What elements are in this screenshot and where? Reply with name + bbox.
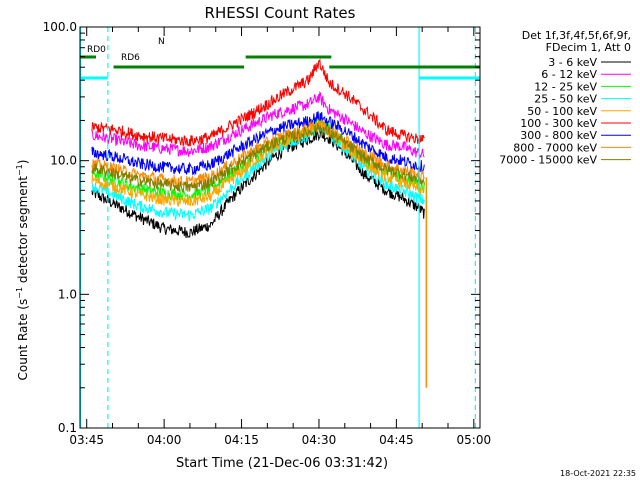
series-line: [91, 119, 425, 207]
legend-label: 300 - 800 keV: [520, 129, 597, 142]
y-label-sup: −1: [15, 164, 24, 176]
x-tick-label: 05:00: [457, 433, 492, 447]
x-axis-label: Start Time (21-Dec-06 03:31:42): [176, 456, 388, 471]
series-line: [91, 122, 425, 194]
legend-label: 7000 - 15000 keV: [499, 154, 597, 167]
plot-frame: [79, 26, 481, 429]
y-axis: 100.0 10.0 1.0 0.1: [43, 20, 480, 435]
series-line: [91, 121, 425, 222]
y-label-part: detector segment: [16, 176, 30, 287]
y-axis-label: Count Rate (s−1 detector segment−1): [15, 160, 30, 381]
legend-label: 100 - 300 keV: [520, 117, 597, 130]
series-line: [91, 90, 425, 159]
plot-area: N RD0 RD6: [79, 26, 481, 429]
y-label-sup: −1: [15, 287, 24, 299]
flag-label: RD6: [121, 53, 140, 63]
y-tick-label: 1.0: [58, 287, 77, 301]
x-axis: 03:45 04:00 04:15 04:30 04:45 05:00: [69, 27, 491, 447]
y-label-part: Count Rate (s: [16, 299, 30, 381]
x-tick-label: 04:45: [379, 433, 414, 447]
legend-label: 6 - 12 keV: [541, 68, 597, 81]
y-label-part: ): [16, 160, 30, 165]
y-tick-label: 10.0: [50, 154, 77, 168]
x-tick-label: 03:45: [69, 433, 104, 447]
flag-bar: [80, 55, 96, 59]
legend: Det 1f,3f,4f,5f,6f,9f,FDecim 1, Att 0 3 -…: [499, 29, 631, 167]
x-tick-label: 04:00: [147, 433, 182, 447]
flag-bar: [80, 76, 108, 80]
flag-bar: [245, 55, 332, 59]
chart-title: RHESSI Count Rates: [205, 4, 356, 22]
flag-bar: [419, 76, 480, 80]
x-tick-label: 04:15: [224, 433, 259, 447]
flag-label: RD0: [87, 45, 106, 55]
legend-label: 25 - 50 keV: [534, 93, 597, 106]
y-tick-label: 100.0: [43, 20, 77, 34]
flag-label: N: [158, 37, 165, 47]
legend-label: 3 - 6 keV: [548, 56, 597, 69]
footer-timestamp: 18-Oct-2021 22:35: [560, 469, 636, 478]
legend-label: 50 - 100 keV: [527, 105, 597, 118]
series-line: [91, 111, 425, 176]
flag-bar: [329, 65, 480, 69]
y-tick-label: 0.1: [58, 421, 77, 435]
legend-label: 800 - 7000 keV: [513, 141, 597, 154]
series-line: [91, 58, 425, 148]
legend-header: FDecim 1, Att 0: [546, 41, 631, 54]
legend-header: Det 1f,3f,4f,5f,6f,9f,: [522, 29, 631, 42]
legend-label: 12 - 25 keV: [534, 80, 597, 93]
x-tick-label: 04:30: [302, 433, 337, 447]
flag-bar: [113, 65, 245, 69]
